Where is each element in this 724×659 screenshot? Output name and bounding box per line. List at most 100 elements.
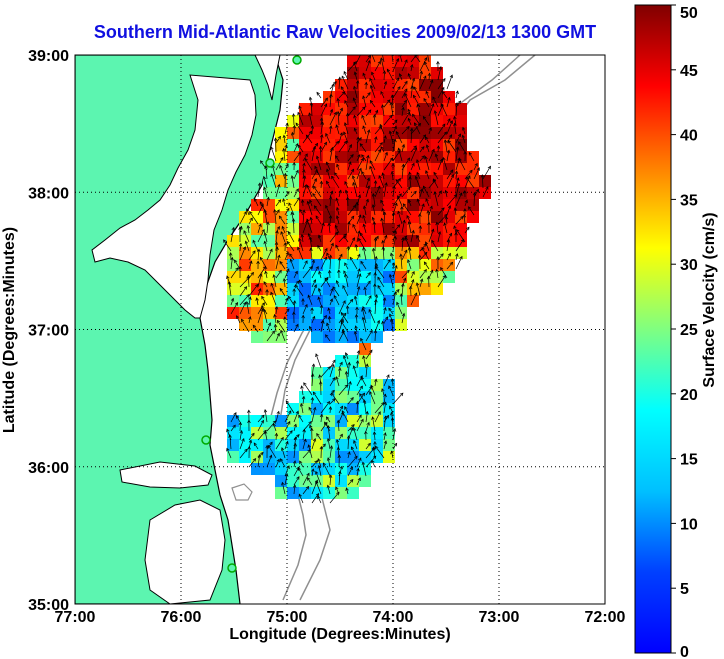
velocity-arrowhead bbox=[232, 424, 236, 429]
velocity-arrowhead bbox=[317, 458, 321, 462]
velocity-arrowhead bbox=[328, 474, 333, 478]
velocity-cell bbox=[287, 487, 299, 499]
velocity-arrow bbox=[428, 206, 433, 216]
velocity-arrow bbox=[314, 205, 322, 216]
velocity-arrowhead bbox=[356, 285, 361, 290]
velocity-arrow bbox=[365, 155, 369, 171]
velocity-arrow bbox=[360, 338, 367, 351]
velocity-arrowhead bbox=[341, 329, 346, 333]
velocity-arrowhead bbox=[309, 216, 313, 221]
velocity-arrow bbox=[311, 284, 317, 297]
velocity-cell bbox=[371, 451, 383, 463]
velocity-arrowhead bbox=[400, 205, 404, 210]
velocity-arrow bbox=[428, 79, 433, 90]
velocity-arrowhead bbox=[280, 156, 284, 161]
velocity-arrowhead bbox=[276, 458, 280, 463]
velocity-arrowhead bbox=[407, 117, 411, 122]
velocity-arrowhead bbox=[231, 226, 236, 231]
velocity-arrow bbox=[356, 268, 360, 279]
velocity-arrow bbox=[320, 181, 322, 189]
velocity-arrow bbox=[354, 296, 358, 306]
velocity-arrowhead bbox=[443, 139, 448, 143]
velocity-arrow bbox=[325, 334, 331, 342]
velocity-arrowhead bbox=[321, 320, 325, 324]
velocity-arrow bbox=[301, 385, 304, 396]
velocity-cell bbox=[287, 187, 299, 199]
velocity-arrow bbox=[361, 308, 367, 324]
velocity-arrow bbox=[374, 180, 377, 189]
velocity-arrowhead bbox=[340, 86, 344, 90]
velocity-arrowhead bbox=[402, 203, 407, 207]
x-tick-label: 77:00 bbox=[55, 609, 96, 626]
velocity-arrow bbox=[246, 301, 250, 315]
velocity-arrow bbox=[326, 322, 331, 333]
velocity-cell bbox=[287, 211, 299, 223]
velocity-arrow bbox=[338, 77, 341, 90]
velocity-arrowhead bbox=[371, 204, 376, 208]
y-axis-label: Latitude (Degrees:Minutes) bbox=[1, 227, 18, 433]
velocity-arrowhead bbox=[467, 175, 471, 179]
velocity-arrow bbox=[311, 259, 315, 270]
velocity-arrowhead bbox=[440, 266, 444, 271]
velocity-arrow bbox=[353, 440, 358, 450]
velocity-arrowhead bbox=[249, 217, 253, 221]
velocity-arrowhead bbox=[366, 421, 370, 426]
velocity-cell bbox=[359, 175, 371, 187]
velocity-arrow bbox=[302, 266, 313, 279]
velocity-arrowhead bbox=[301, 314, 305, 319]
velocity-arrowhead bbox=[396, 195, 401, 199]
velocity-arrowhead bbox=[276, 332, 280, 337]
velocity-cell bbox=[287, 283, 299, 295]
velocity-arrow bbox=[392, 230, 397, 243]
velocity-arrowhead bbox=[280, 447, 285, 451]
velocity-arrow bbox=[324, 277, 331, 288]
velocity-arrowhead bbox=[440, 253, 444, 257]
x-tick-label: 75:00 bbox=[267, 609, 308, 626]
velocity-arrow bbox=[293, 484, 296, 495]
velocity-arrowhead bbox=[381, 239, 385, 244]
velocity-cell bbox=[311, 319, 323, 331]
velocity-arrowhead bbox=[367, 92, 371, 96]
velocity-cell bbox=[371, 415, 383, 427]
velocity-arrow bbox=[279, 165, 286, 180]
velocity-arrowhead bbox=[261, 305, 265, 310]
velocity-arrowhead bbox=[380, 90, 384, 95]
velocity-arrowhead bbox=[351, 424, 355, 428]
velocity-arrowhead bbox=[485, 186, 489, 190]
velocity-arrow bbox=[356, 254, 361, 261]
velocity-arrow bbox=[282, 198, 286, 207]
velocity-arrow bbox=[248, 296, 251, 306]
velocity-cell bbox=[311, 127, 323, 139]
velocity-arrow bbox=[410, 64, 413, 72]
velocity-arrow bbox=[374, 299, 377, 315]
velocity-cell bbox=[407, 55, 419, 67]
velocity-arrow bbox=[446, 97, 450, 108]
velocity-arrowhead bbox=[367, 280, 371, 285]
velocity-arrow bbox=[464, 175, 471, 189]
velocity-cell bbox=[371, 247, 383, 259]
velocity-arrowhead bbox=[318, 380, 323, 385]
velocity-arrow bbox=[318, 296, 322, 306]
velocity-arrow bbox=[425, 198, 430, 207]
velocity-arrow bbox=[401, 278, 406, 288]
velocity-arrowhead bbox=[323, 141, 327, 146]
velocity-arrowhead bbox=[344, 262, 348, 266]
velocity-arrowhead bbox=[293, 442, 298, 447]
velocity-arrowhead bbox=[329, 298, 334, 302]
velocity-cell bbox=[335, 271, 347, 283]
velocity-arrowhead bbox=[292, 484, 297, 488]
velocity-arrowhead bbox=[252, 458, 257, 462]
velocity-arrowhead bbox=[413, 86, 417, 90]
velocity-arrowhead bbox=[309, 266, 313, 270]
velocity-arrowhead bbox=[315, 480, 319, 485]
velocity-arrow bbox=[381, 218, 385, 234]
velocity-arrowhead bbox=[350, 397, 354, 401]
velocity-cell bbox=[299, 247, 311, 259]
velocity-arrow bbox=[374, 411, 381, 423]
velocity-arrowhead bbox=[455, 102, 459, 106]
velocity-cell bbox=[263, 187, 275, 199]
velocity-arrow bbox=[392, 139, 396, 153]
velocity-arrow bbox=[373, 221, 376, 234]
velocity-arrowhead bbox=[377, 276, 381, 281]
velocity-cell bbox=[251, 331, 263, 343]
